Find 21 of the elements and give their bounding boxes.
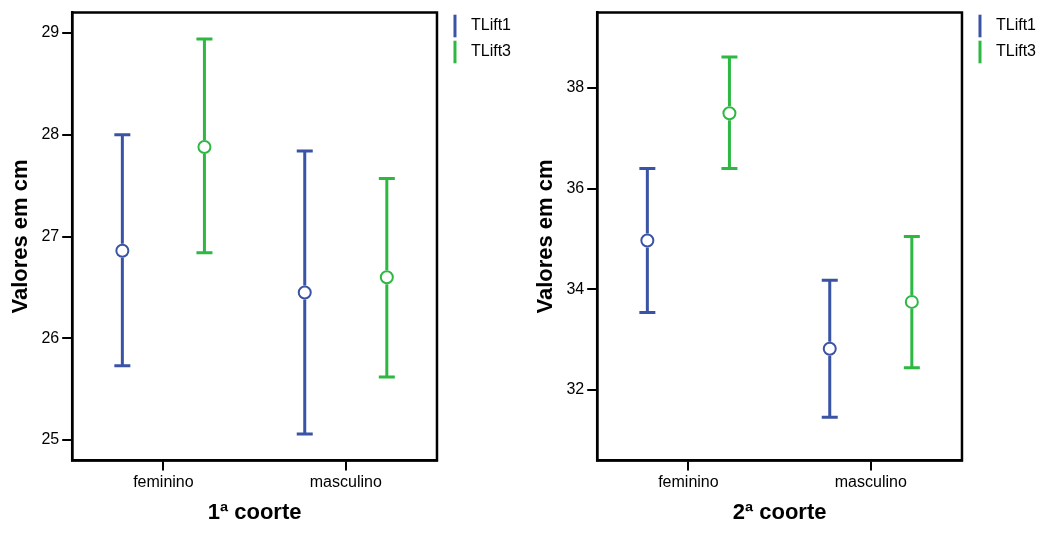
y-axis-title: Valores em cm <box>7 159 33 314</box>
y-tick-label: 34 <box>566 279 585 297</box>
legend-label: TLift1 <box>995 16 1037 34</box>
y-tick-label: 36 <box>566 179 585 197</box>
y-tick-label: 25 <box>41 430 60 448</box>
y-axis-title: Valores em cm <box>532 159 558 314</box>
y-tick-label: 28 <box>41 125 60 143</box>
y-tick-label: 27 <box>41 226 60 244</box>
legend-label: TLift3 <box>470 42 512 60</box>
x-tick-label: masculino <box>834 473 907 491</box>
x-tick-label: feminino <box>658 473 719 491</box>
y-tick-label: 38 <box>566 78 585 96</box>
y-tick-label: 32 <box>566 380 585 398</box>
y-tick-label: 29 <box>41 23 60 41</box>
x-axis-title: 2ª coorte <box>732 498 827 524</box>
x-tick-label: masculino <box>309 473 382 491</box>
y-tick-label: 26 <box>41 328 60 346</box>
legend-label: TLift3 <box>995 42 1037 60</box>
x-axis-title: 1ª coorte <box>207 498 302 524</box>
legend-label: TLift1 <box>470 16 512 34</box>
x-tick-label: feminino <box>133 473 194 491</box>
